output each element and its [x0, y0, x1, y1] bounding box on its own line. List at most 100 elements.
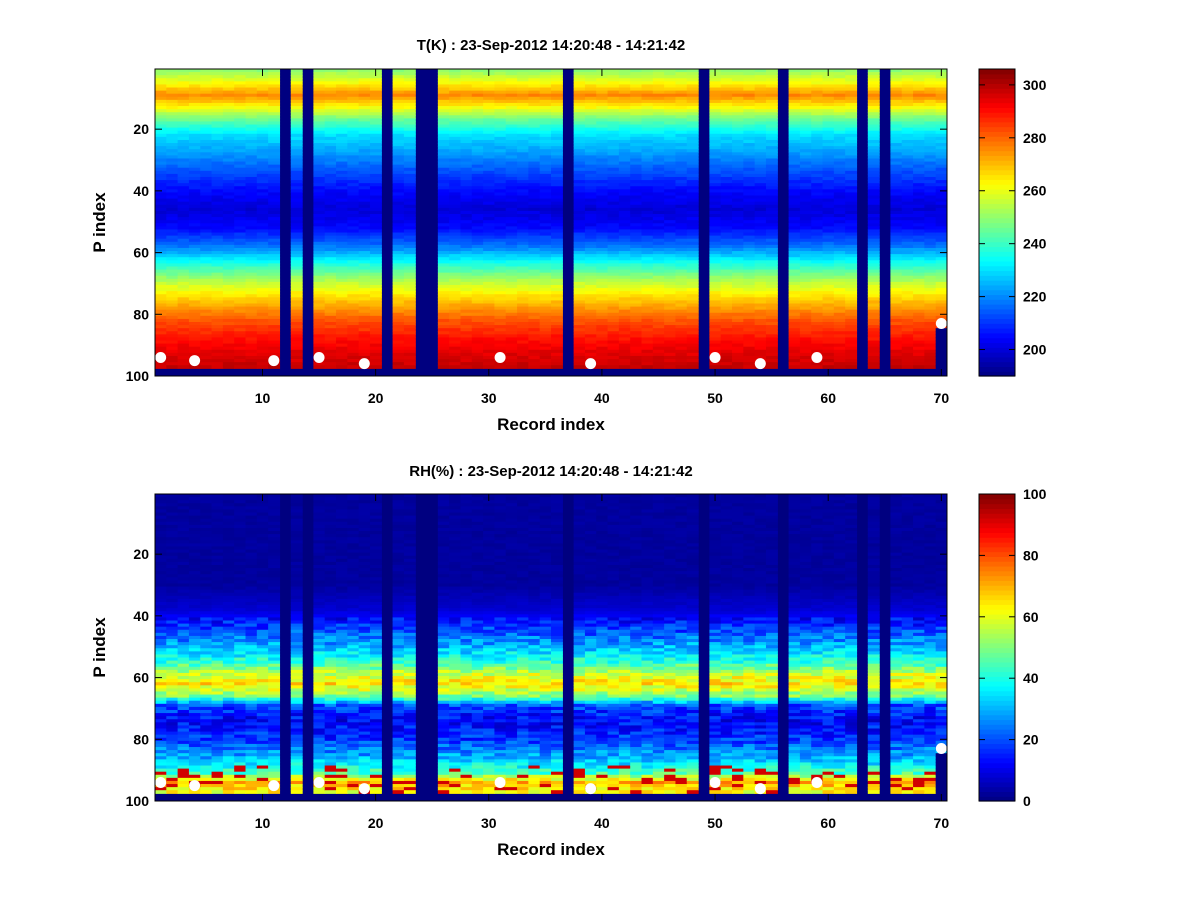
- plot1-cell: [686, 75, 699, 79]
- plot1-cell: [449, 72, 462, 76]
- plot1-cell: [799, 192, 812, 197]
- plot1-cell: [652, 278, 665, 283]
- plot1-cell: [437, 257, 450, 261]
- plot1-cell: [517, 96, 529, 101]
- plot1-cell: [743, 272, 756, 277]
- plot1-cell: [618, 96, 631, 101]
- plot1-cell: [573, 349, 586, 354]
- plot1-cell: [517, 223, 529, 227]
- plot1-cell: [675, 288, 688, 292]
- plot1-cell: [460, 349, 473, 354]
- plot1-cell: [720, 315, 733, 320]
- plot1-cell: [347, 146, 360, 150]
- plot1-cell: [449, 109, 462, 113]
- plot1-cell: [245, 75, 258, 79]
- plot1-cell: [494, 170, 507, 175]
- plot1-cell: [483, 87, 496, 92]
- plot1-cell: [177, 229, 190, 234]
- plot1-cell: [596, 266, 609, 271]
- plot1-cell: [720, 300, 733, 305]
- plot1-cell: [358, 269, 371, 274]
- plot1-cell: [551, 170, 563, 175]
- plot1-cell: [403, 155, 416, 160]
- plot1-cell: [799, 260, 812, 264]
- plot1-cell: [596, 254, 609, 258]
- plot1-cell: [222, 352, 235, 357]
- plot1-cell: [268, 164, 281, 169]
- plot1-cell: [483, 139, 496, 144]
- plot1-cell: [573, 72, 586, 76]
- plot1-cell: [551, 331, 563, 335]
- plot1-cell: [471, 93, 484, 98]
- plot1-cell: [551, 359, 563, 363]
- plot1-cell: [290, 257, 303, 261]
- plot1-cell: [765, 238, 778, 243]
- plot1-cell: [483, 164, 496, 169]
- plot1-cell: [392, 318, 405, 323]
- plot1-cell: [290, 195, 303, 200]
- plot1-cell: [403, 260, 416, 264]
- plot1-cell: [313, 189, 326, 194]
- plot1-cell: [505, 195, 518, 200]
- plot1-cell: [799, 355, 812, 360]
- plot1-cell: [437, 180, 450, 184]
- plot1-cell: [652, 223, 665, 227]
- plot1-cell: [528, 139, 541, 144]
- plot1-cell: [584, 257, 597, 261]
- plot1-cell: [460, 223, 473, 227]
- plot1-cell: [652, 176, 665, 181]
- plot1-cell: [664, 112, 677, 116]
- plot1-cell: [155, 241, 167, 246]
- plot1-cell: [268, 297, 281, 302]
- plot1-cell: [641, 195, 654, 200]
- plot1-cell: [528, 343, 541, 348]
- plot1-cell: [437, 201, 450, 206]
- plot1-cell: [618, 322, 631, 326]
- plot1-cell: [652, 365, 665, 369]
- plot1-cell: [188, 337, 201, 342]
- plot1-cell: [369, 201, 382, 206]
- plot1-cell: [290, 254, 303, 258]
- plot1-cell: [483, 136, 496, 141]
- plot1-cell: [211, 158, 224, 163]
- plot1-cell: [664, 198, 677, 203]
- plot1-cell: [166, 312, 179, 317]
- plot1-cell: [245, 112, 258, 116]
- plot1-cell: [268, 149, 281, 153]
- plot1-cell: [505, 340, 518, 345]
- plot1-cell: [505, 306, 518, 311]
- plot1-cell: [641, 130, 654, 135]
- plot1-cell: [336, 161, 348, 166]
- plot1-cell: [630, 180, 643, 184]
- plot1-cell: [290, 96, 303, 101]
- plot1-cell: [641, 359, 654, 363]
- plot1-cell: [437, 102, 450, 107]
- plot1-cell: [630, 300, 643, 305]
- plot1-cell: [539, 90, 552, 95]
- plot1-cell: [584, 318, 597, 323]
- plot1-cell: [211, 281, 224, 286]
- plot1-cell: [336, 99, 348, 104]
- plot1-cell: [799, 155, 812, 160]
- plot1-cell: [268, 331, 281, 335]
- plot1-cell: [336, 309, 348, 314]
- plot1-cell: [494, 75, 507, 79]
- plot1-cell: [517, 186, 529, 190]
- plot1-cell: [166, 337, 179, 342]
- plot1-cell: [596, 146, 609, 150]
- plot1-cell: [200, 189, 213, 194]
- plot1-cell: [336, 312, 348, 317]
- plot1-cell: [324, 226, 337, 231]
- plot1-cell: [324, 325, 337, 329]
- plot1-cell: [811, 186, 824, 190]
- plot1-cell: [200, 69, 213, 73]
- plot1-cell: [188, 281, 201, 286]
- plot1-cell: [584, 263, 597, 268]
- plot1-cell: [618, 238, 631, 243]
- plot1-cell: [743, 244, 756, 249]
- plot1-cell: [392, 328, 405, 332]
- plot1-cell: [720, 180, 733, 184]
- plot1-cell: [211, 115, 224, 119]
- plot1-cell: [664, 275, 677, 280]
- plot1-cell: [754, 210, 767, 215]
